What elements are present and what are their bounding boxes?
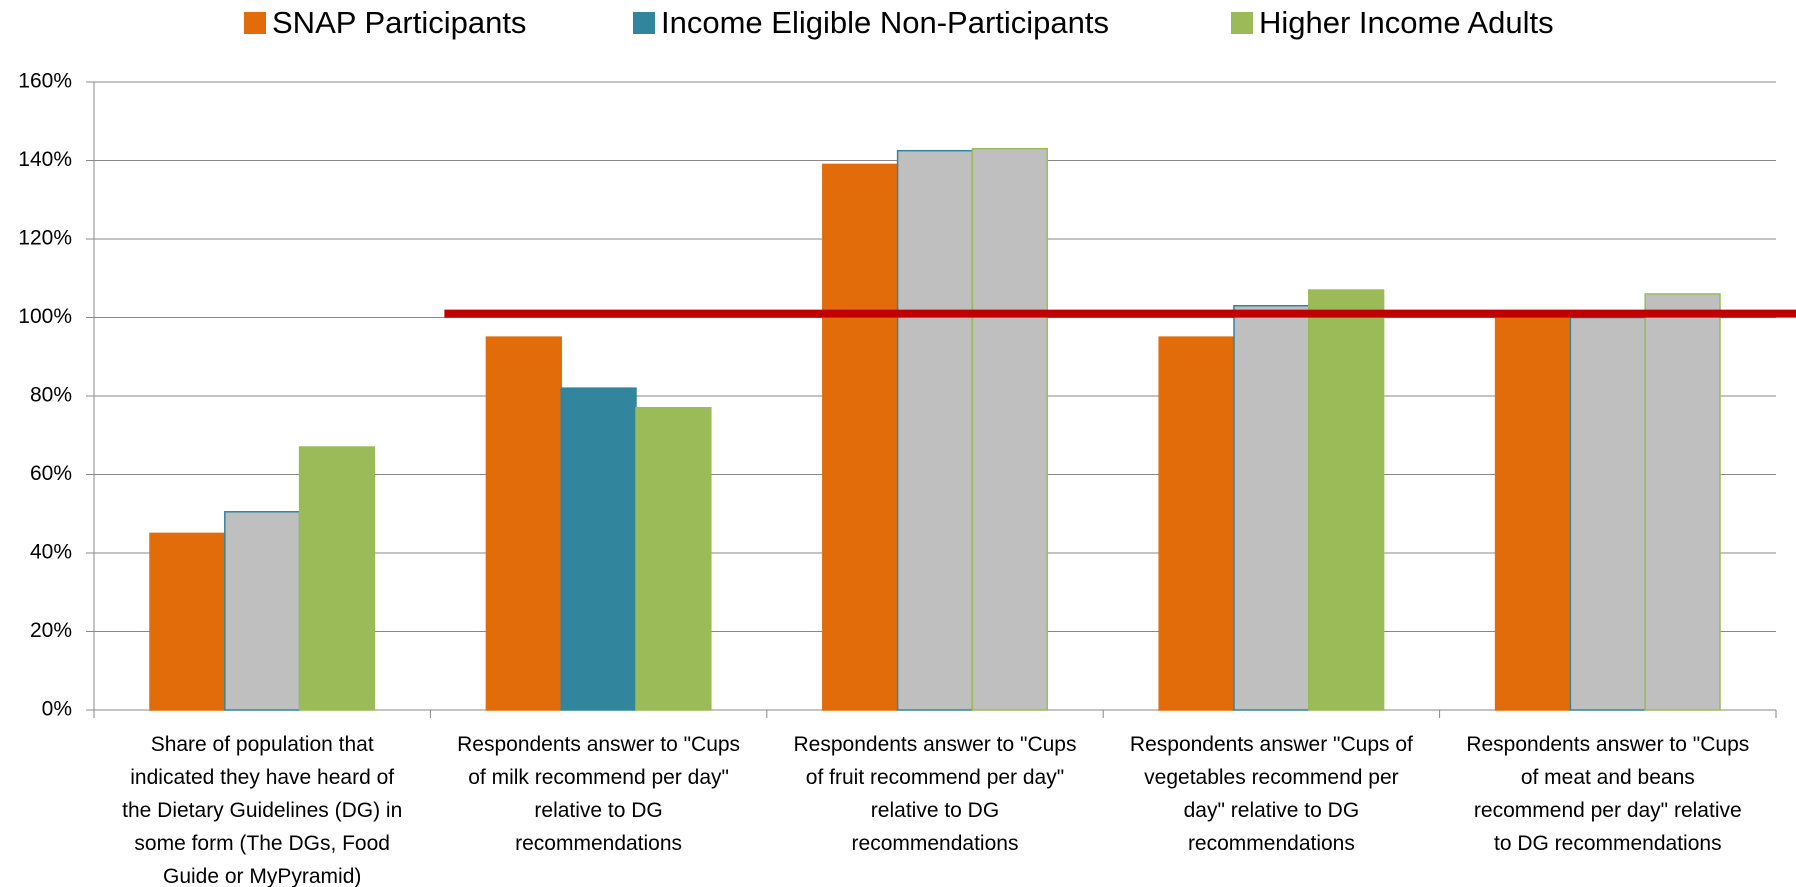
x-tick-label: Share of population that indicated they h…	[122, 733, 402, 887]
x-tick-label-line: relative to DG	[871, 799, 999, 822]
x-tick-label-line: to DG recommendations	[1494, 832, 1722, 855]
x-tick-label-line: vegetables recommend per	[1144, 766, 1398, 789]
x-tick-label-line: recommendations	[515, 832, 682, 855]
bar	[1308, 289, 1385, 711]
bar	[1644, 293, 1721, 711]
bar	[224, 511, 301, 711]
bar	[1494, 316, 1572, 711]
legend-label: Higher Income Adults	[1259, 5, 1554, 40]
bar	[1158, 336, 1235, 711]
bar	[149, 532, 226, 711]
x-tick-label-line: day" relative to DG	[1184, 799, 1360, 822]
legend-swatch	[633, 12, 655, 34]
x-tick-label-line: of fruit recommend per day"	[806, 766, 1064, 789]
bar	[896, 149, 974, 711]
bar	[822, 163, 899, 711]
bar	[1569, 316, 1646, 711]
legend-swatch	[244, 12, 266, 34]
x-tick-label-line: the Dietary Guidelines (DG) in	[122, 799, 402, 822]
bar	[971, 147, 1048, 711]
x-tick-label-line: some form (The DGs, Food	[134, 832, 390, 855]
y-tick-label: 0%	[42, 698, 72, 721]
bar	[560, 387, 637, 711]
x-tick-label: Respondents answer to "Cups of fruit reco…	[794, 733, 1077, 855]
y-tick-label: 20%	[30, 619, 72, 642]
x-tick-label-line: indicated they have heard of	[130, 766, 394, 789]
y-tick-label: 120%	[18, 227, 72, 250]
x-tick-label-line: Guide or MyPyramid)	[163, 865, 361, 887]
x-tick-label-line: Share of population that	[151, 733, 374, 756]
x-tick-label-line: Respondents answer to "Cups	[794, 733, 1077, 756]
x-tick-label-line: recommend per day" relative	[1474, 799, 1742, 822]
y-tick-label: 160%	[18, 70, 72, 93]
y-tick-label: 140%	[18, 148, 72, 171]
x-tick-label-line: relative to DG	[534, 799, 662, 822]
x-tick-label-line: of milk recommend per day"	[468, 766, 729, 789]
legend-label: SNAP Participants	[272, 5, 526, 40]
x-tick-label-line: Respondents answer "Cups of	[1130, 733, 1413, 756]
x-tick-label-line: recommendations	[852, 832, 1019, 855]
bar	[1233, 304, 1310, 711]
bar	[485, 336, 562, 711]
y-tick-label: 60%	[30, 462, 72, 485]
x-tick-label-line: recommendations	[1188, 832, 1355, 855]
x-tick-label: Respondents answer to "Cups of meat and b…	[1466, 733, 1749, 855]
x-tick-label-line: Respondents answer to "Cups	[1466, 733, 1749, 756]
y-tick-label: 80%	[30, 384, 72, 407]
x-tick-label-line: of meat and beans	[1521, 766, 1695, 789]
legend-swatch	[1231, 12, 1253, 34]
x-tick-label: Respondents answer "Cups of vegetables re…	[1130, 733, 1413, 855]
x-tick-label-line: Respondents answer to "Cups	[457, 733, 740, 756]
x-tick-label: Respondents answer to "Cups of milk recom…	[457, 733, 740, 855]
y-tick-label: 100%	[18, 305, 72, 328]
bar	[635, 407, 712, 711]
y-tick-label: 40%	[30, 541, 72, 564]
bar	[298, 446, 376, 711]
legend-label: Income Eligible Non-Participants	[661, 5, 1109, 40]
